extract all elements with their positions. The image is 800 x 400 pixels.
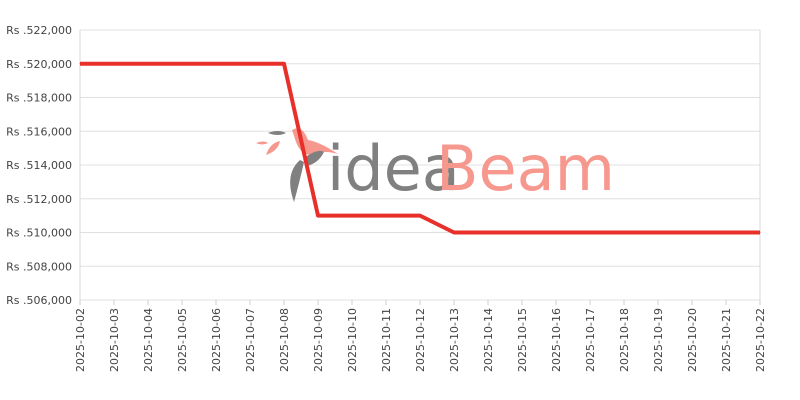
data-point [725, 232, 727, 233]
grid [79, 29, 761, 301]
data-point [759, 232, 761, 233]
y-tick-label: Rs .518,000 [6, 92, 72, 105]
x-tick-label: 2025-10-02 [74, 308, 87, 372]
x-tick-label: 2025-10-11 [380, 308, 393, 372]
x-tick-label: 2025-10-20 [686, 308, 699, 372]
watermark-text-idea: idea [327, 132, 460, 205]
data-point [181, 63, 183, 65]
data-point [113, 63, 115, 65]
y-tick-label: Rs .512,000 [6, 193, 72, 206]
x-tick-label: 2025-10-06 [210, 308, 223, 372]
data-point [79, 63, 81, 65]
x-tick-label: 2025-10-08 [278, 308, 291, 372]
watermark-text-beam: Beam [436, 132, 615, 205]
x-tick-label: 2025-10-12 [414, 308, 427, 372]
y-tick-label: Rs .506,000 [6, 294, 72, 307]
data-point [487, 232, 489, 233]
x-tick-label: 2025-10-15 [516, 308, 529, 372]
y-tick-label: Rs .514,000 [6, 159, 72, 172]
data-point [351, 215, 353, 217]
series [79, 61, 761, 235]
data-point [623, 232, 625, 233]
x-tick-label: 2025-10-05 [176, 308, 189, 372]
x-tick-label: 2025-10-16 [550, 308, 563, 372]
x-tick-label: 2025-10-04 [142, 308, 155, 372]
x-tick-label: 2025-10-14 [482, 308, 495, 372]
y-tick-label: Rs .508,000 [6, 260, 72, 273]
data-point [249, 63, 251, 65]
data-point [419, 215, 421, 217]
data-point [657, 232, 659, 233]
data-point [691, 232, 693, 233]
y-tick-label: Rs .520,000 [6, 58, 72, 71]
x-tick-label: 2025-10-17 [584, 308, 597, 372]
ideabeam-watermark: idea Beam [256, 128, 615, 205]
data-point [589, 232, 591, 233]
data-point [215, 63, 217, 65]
x-tick-label: 2025-10-07 [244, 308, 257, 372]
x-tick-label: 2025-10-09 [312, 308, 325, 372]
x-tick-label: 2025-10-21 [720, 308, 733, 372]
x-tick-label: 2025-10-19 [652, 308, 665, 372]
x-tick-label: 2025-10-22 [754, 308, 767, 372]
data-point [555, 232, 557, 233]
data-point [385, 215, 387, 217]
x-tick-label: 2025-10-18 [618, 308, 631, 372]
data-point [453, 232, 455, 233]
data-point [521, 232, 523, 233]
x-tick-label: 2025-10-13 [448, 308, 461, 372]
y-tick-label: Rs .516,000 [6, 125, 72, 138]
x-tick-label: 2025-10-10 [346, 308, 359, 372]
data-point [317, 215, 319, 217]
y-tick-label: Rs .510,000 [6, 227, 72, 240]
data-point [283, 63, 285, 65]
data-point [147, 63, 149, 65]
axes: Rs .506,000 Rs .508,000 Rs .510,000 Rs .512… [6, 24, 767, 372]
y-tick-label: Rs .522,000 [6, 24, 72, 37]
x-tick-label: 2025-10-03 [108, 308, 121, 372]
